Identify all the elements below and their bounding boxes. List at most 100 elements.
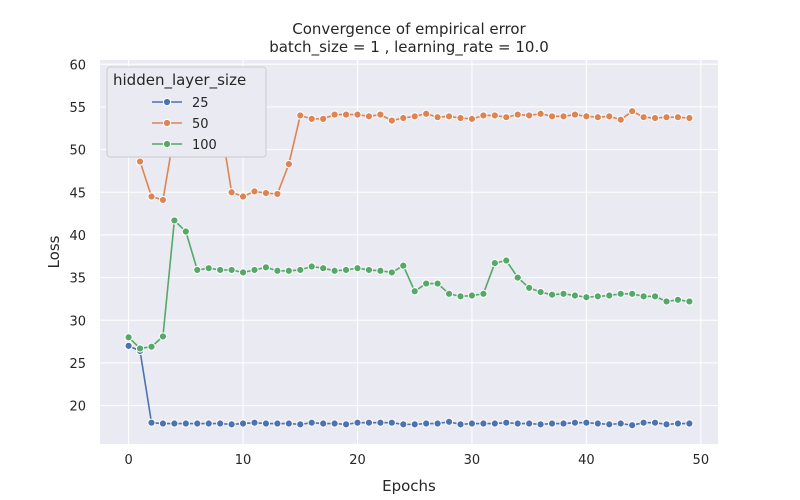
data-point xyxy=(158,419,168,428)
data-point xyxy=(570,291,580,300)
data-point xyxy=(433,279,442,288)
data-point xyxy=(250,265,259,275)
data-point xyxy=(559,419,568,428)
data-point xyxy=(238,419,248,428)
data-point xyxy=(410,420,419,429)
legend-box xyxy=(106,66,267,158)
data-point xyxy=(444,289,454,298)
data-point xyxy=(227,420,236,429)
data-point xyxy=(650,292,660,301)
chart-subtitle: batch_size = 1 , learning_rate = 10.0 xyxy=(269,38,549,57)
data-point xyxy=(147,192,156,201)
x-tick-label: 40 xyxy=(578,453,595,468)
data-point xyxy=(227,188,236,197)
data-point xyxy=(284,160,293,169)
data-point xyxy=(193,265,202,275)
data-point xyxy=(193,419,202,428)
data-point xyxy=(296,111,305,120)
data-point xyxy=(582,293,591,302)
data-point xyxy=(181,227,190,236)
data-point xyxy=(513,419,522,428)
data-point xyxy=(364,418,374,427)
data-point xyxy=(490,111,499,120)
legend-item-50: 50 xyxy=(152,117,209,132)
data-point xyxy=(204,264,213,273)
y-tick-label: 60 xyxy=(69,58,86,73)
data-point xyxy=(467,114,477,123)
legend: hidden_layer_size 25 50 100 xyxy=(106,66,267,158)
data-point xyxy=(582,418,591,427)
data-point xyxy=(399,261,408,270)
data-point xyxy=(261,419,271,428)
y-tick-label: 35 xyxy=(69,272,86,287)
data-point xyxy=(673,113,683,122)
data-point xyxy=(307,114,316,123)
data-point xyxy=(685,113,694,123)
data-point xyxy=(135,157,145,166)
legend-title: hidden_layer_size xyxy=(113,71,246,90)
data-point xyxy=(284,419,293,428)
data-point xyxy=(296,420,305,429)
data-point xyxy=(456,420,465,429)
data-point xyxy=(685,297,694,306)
y-tick-label: 40 xyxy=(69,229,86,244)
legend-marker xyxy=(162,118,172,128)
data-point xyxy=(662,420,671,429)
data-point xyxy=(628,107,637,116)
data-point xyxy=(250,187,259,196)
data-point xyxy=(261,189,271,198)
data-point xyxy=(650,418,660,427)
data-point xyxy=(570,418,580,427)
data-point xyxy=(582,112,591,121)
data-point xyxy=(238,192,248,201)
data-point xyxy=(399,420,408,429)
data-point xyxy=(273,266,282,275)
data-point xyxy=(605,291,614,300)
x-tick-label: 0 xyxy=(124,453,132,468)
data-point xyxy=(319,264,328,273)
data-point xyxy=(341,110,351,119)
data-point xyxy=(227,265,236,275)
x-axis-label: Epochs xyxy=(382,477,436,495)
data-point xyxy=(467,419,477,428)
y-tick-label: 25 xyxy=(69,357,86,372)
data-point xyxy=(433,113,442,122)
data-point xyxy=(330,110,339,119)
data-point xyxy=(341,265,351,275)
data-point xyxy=(490,419,499,428)
data-point xyxy=(330,419,339,428)
data-point xyxy=(456,292,465,301)
y-tick-label: 30 xyxy=(69,314,86,329)
data-point xyxy=(559,289,568,298)
data-point xyxy=(433,419,442,428)
data-point xyxy=(216,419,225,428)
data-point xyxy=(364,112,374,121)
data-point xyxy=(536,288,545,297)
x-tick-label: 30 xyxy=(464,453,481,468)
data-point xyxy=(536,420,545,429)
data-point xyxy=(170,216,179,225)
data-point xyxy=(147,418,156,427)
data-point xyxy=(673,419,683,428)
data-point xyxy=(502,418,511,427)
data-point xyxy=(307,418,316,427)
chart-title: Convergence of empirical error xyxy=(292,20,526,38)
data-point xyxy=(513,110,522,119)
data-point xyxy=(628,421,637,430)
data-point xyxy=(570,110,580,119)
data-point xyxy=(673,295,683,304)
data-point xyxy=(319,419,328,428)
data-point xyxy=(650,113,660,123)
data-point xyxy=(547,112,557,121)
data-point xyxy=(422,419,431,428)
data-point xyxy=(616,115,625,124)
data-point xyxy=(422,109,431,118)
data-point xyxy=(662,113,671,122)
data-point xyxy=(605,420,614,429)
data-point xyxy=(284,266,293,275)
data-point xyxy=(444,112,454,121)
data-point xyxy=(456,113,465,123)
data-point xyxy=(341,420,351,429)
data-point xyxy=(273,419,282,428)
